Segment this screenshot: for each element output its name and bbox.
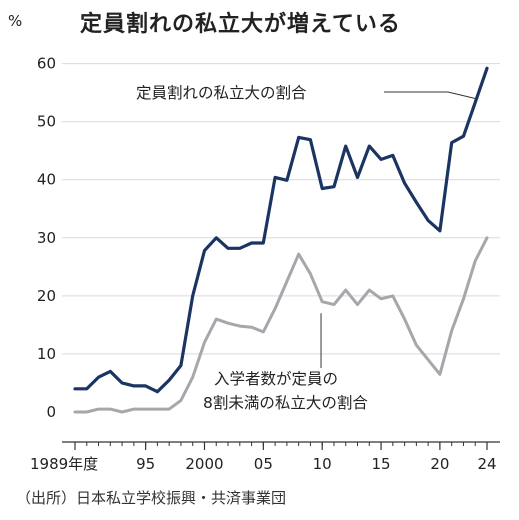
x-tick-label: 24	[477, 455, 496, 473]
x-tick-label: 95	[136, 455, 155, 473]
axes: 0 10 20 30 40 50 60 1989年度 95 2000 05 10 15 20 24	[30, 55, 500, 473]
series-lines	[73, 66, 489, 414]
leader-line	[384, 91, 476, 100]
chart-title: 定員割れの私立大が増えている	[80, 12, 401, 37]
y-tick-label: 30	[37, 229, 56, 247]
y-tick-label: 0	[46, 403, 56, 421]
y-tick-label: 10	[37, 345, 56, 363]
source-note: （出所）日本私立学校振興・共済事業団	[16, 489, 287, 507]
y-unit-label: %	[8, 12, 23, 30]
x-tick-label: 15	[372, 455, 391, 473]
y-tick-label: 50	[37, 113, 56, 131]
grid-lines	[62, 63, 500, 355]
x-tick-label: 20	[430, 455, 449, 473]
series-line-teiin-ware	[73, 66, 489, 394]
series-label-8wari-line2: 8割未満の私立大の割合	[203, 394, 368, 412]
series-label-8wari-line1: 入学者数が定員の	[214, 370, 338, 388]
x-tick-label: 10	[313, 455, 332, 473]
y-tick-label: 60	[37, 55, 56, 73]
series-line-8wari-miman	[73, 236, 489, 414]
y-tick-label: 20	[37, 287, 56, 305]
x-tick-label: 1989年度	[30, 455, 98, 473]
series-label-teiin-ware: 定員割れの私立大の割合	[136, 84, 307, 102]
x-tick-label: 2000	[185, 455, 223, 473]
y-tick-label: 40	[37, 171, 56, 189]
x-tick-label: 05	[254, 455, 273, 473]
